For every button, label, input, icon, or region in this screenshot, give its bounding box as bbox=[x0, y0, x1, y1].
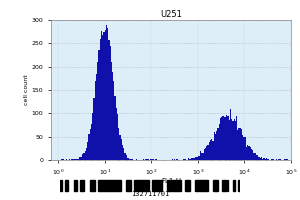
Bar bbox=[134, 180, 138, 191]
Bar bbox=[98, 180, 100, 191]
Bar bbox=[145, 180, 148, 191]
Bar bbox=[118, 180, 121, 191]
Bar bbox=[188, 180, 190, 191]
Bar bbox=[115, 180, 118, 191]
Bar bbox=[197, 180, 200, 191]
Bar bbox=[104, 180, 107, 191]
Bar bbox=[176, 180, 179, 191]
Bar bbox=[202, 180, 205, 191]
Bar bbox=[100, 180, 101, 191]
Bar bbox=[200, 180, 202, 191]
Text: 132711701: 132711701 bbox=[131, 191, 169, 197]
Bar bbox=[224, 180, 226, 191]
Bar bbox=[89, 180, 92, 191]
Bar bbox=[101, 180, 104, 191]
Bar bbox=[126, 180, 128, 191]
Bar bbox=[60, 180, 62, 191]
Bar bbox=[173, 180, 176, 191]
Bar bbox=[80, 180, 84, 191]
Bar bbox=[107, 180, 109, 191]
Bar bbox=[159, 180, 161, 191]
Bar bbox=[156, 180, 159, 191]
Bar bbox=[233, 180, 235, 191]
Bar bbox=[222, 180, 224, 191]
Bar bbox=[169, 180, 173, 191]
Bar bbox=[167, 180, 169, 191]
Bar bbox=[92, 180, 94, 191]
Y-axis label: cell count: cell count bbox=[24, 75, 29, 105]
Bar bbox=[205, 180, 208, 191]
Bar bbox=[67, 180, 68, 191]
Bar bbox=[109, 180, 111, 191]
Bar bbox=[213, 180, 215, 191]
Bar bbox=[65, 180, 67, 191]
Bar bbox=[195, 180, 197, 191]
Bar bbox=[215, 180, 217, 191]
Bar bbox=[217, 180, 218, 191]
Bar bbox=[111, 180, 115, 191]
Bar bbox=[179, 180, 181, 191]
Bar bbox=[128, 180, 130, 191]
Bar bbox=[141, 180, 145, 191]
Bar bbox=[152, 180, 156, 191]
Bar bbox=[184, 180, 188, 191]
X-axis label: FL1-H: FL1-H bbox=[161, 178, 181, 184]
Bar bbox=[74, 180, 77, 191]
Bar bbox=[94, 180, 95, 191]
Bar bbox=[138, 180, 141, 191]
Bar bbox=[238, 180, 240, 191]
Bar bbox=[227, 180, 229, 191]
Title: U251: U251 bbox=[160, 10, 182, 19]
